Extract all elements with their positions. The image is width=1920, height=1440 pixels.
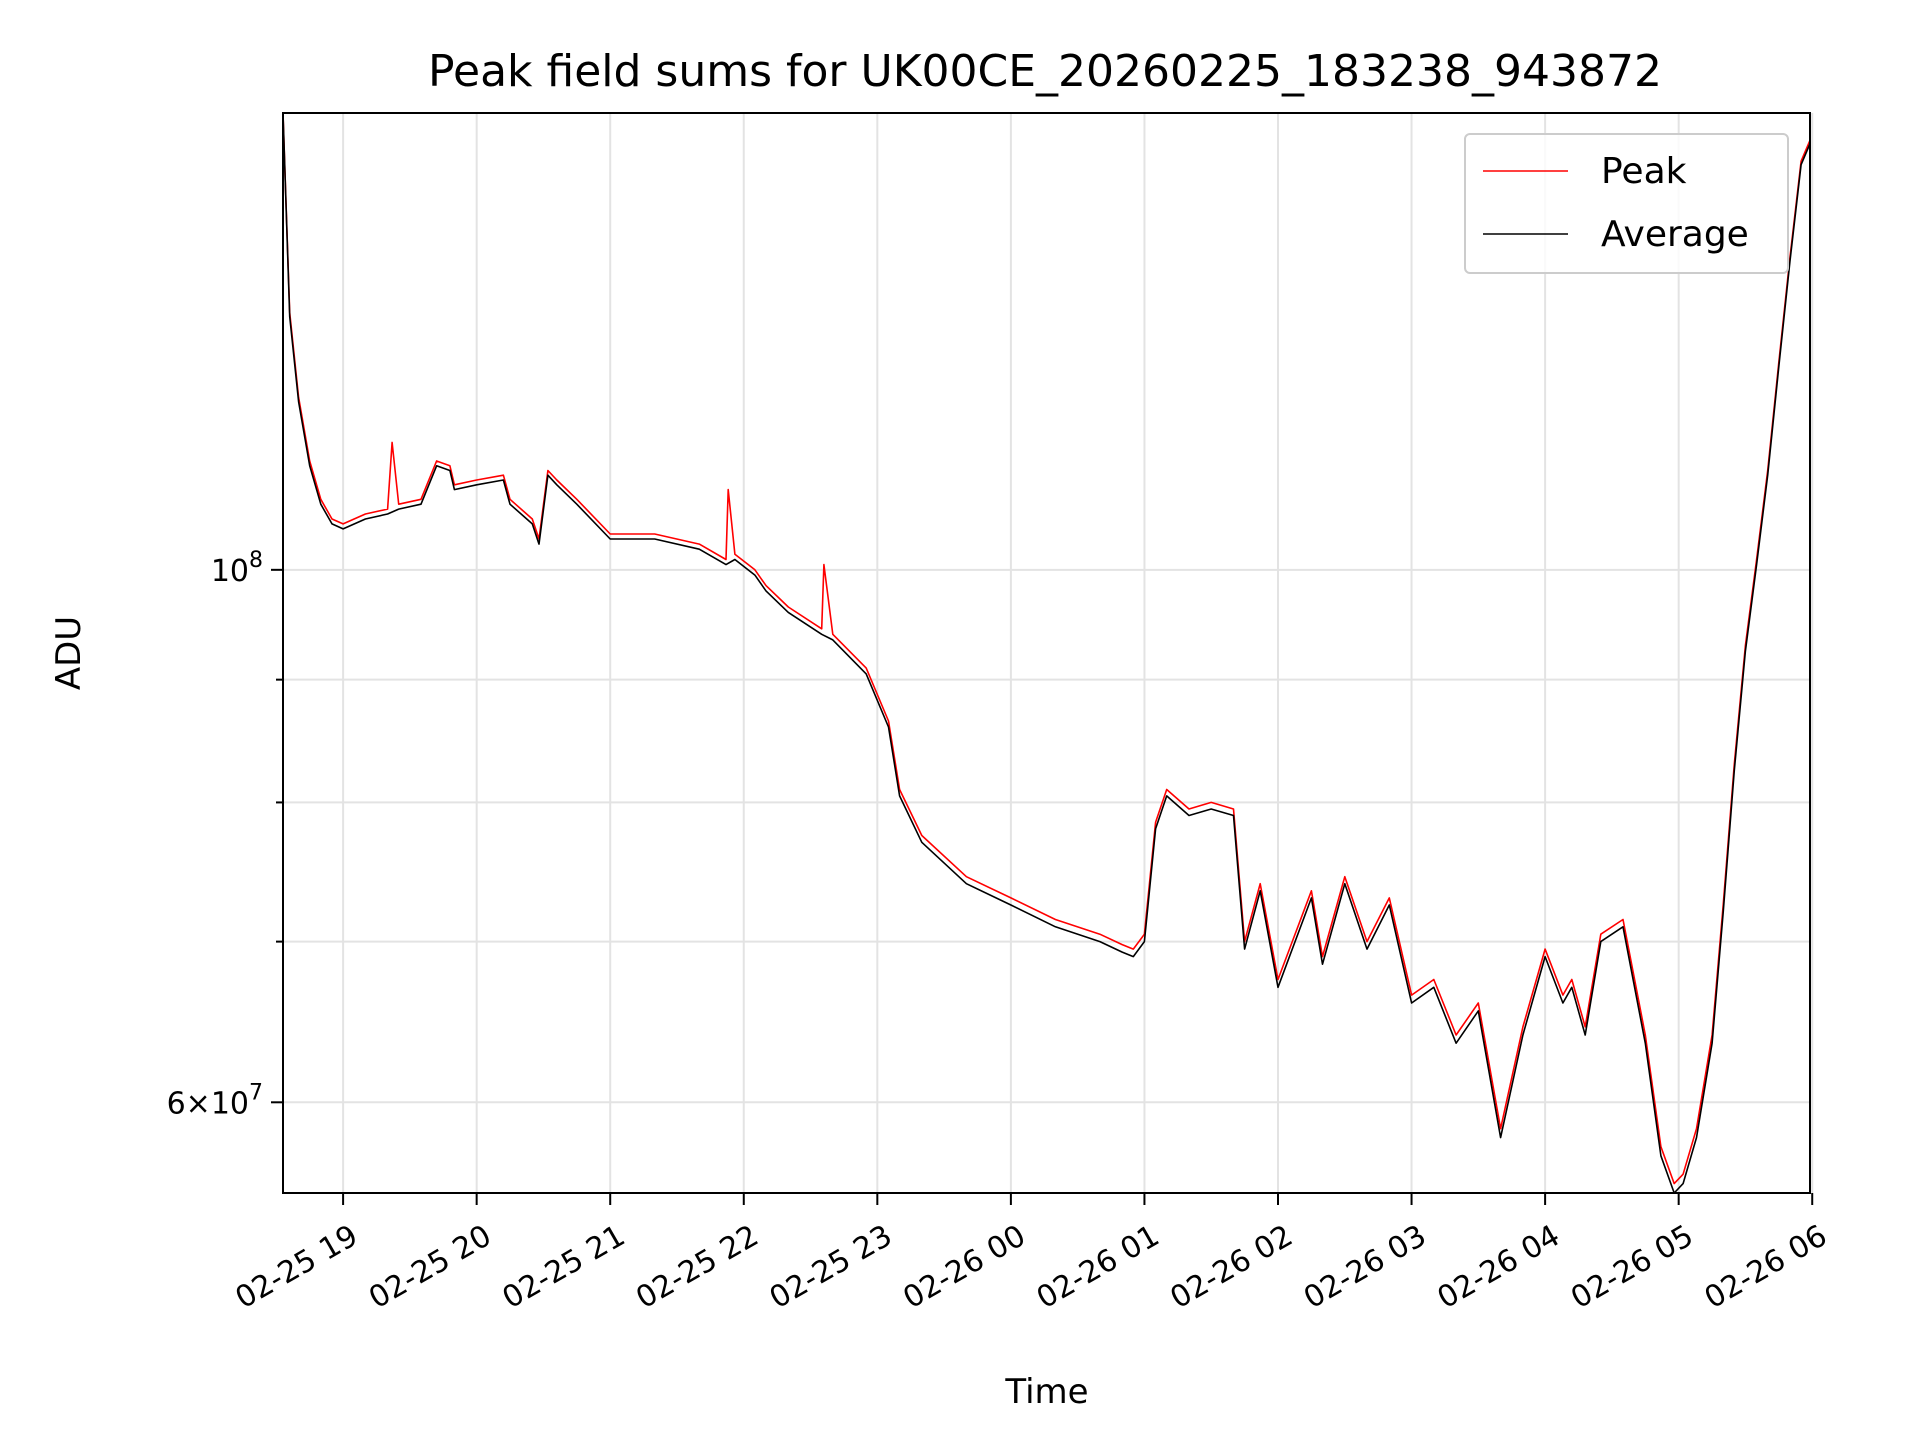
x-tick-label: 02-26 06 — [1699, 1218, 1833, 1316]
y-axis: 108 6×107 — [167, 548, 283, 1121]
legend-label-peak: Peak — [1601, 151, 1687, 192]
x-axis-label: Time — [1004, 1372, 1088, 1412]
x-tick-label: 02-25 22 — [630, 1218, 764, 1316]
series-line-average — [282, 112, 1811, 1194]
grid — [283, 113, 1814, 1193]
x-tick-label: 02-26 04 — [1432, 1218, 1566, 1316]
x-tick-label: 02-26 05 — [1565, 1218, 1699, 1316]
legend-box — [1464, 133, 1789, 274]
x-tick-label: 02-26 02 — [1164, 1218, 1298, 1316]
x-tick-label: 02-25 19 — [230, 1218, 364, 1316]
x-tick-label: 02-26 00 — [897, 1218, 1031, 1316]
plot-area — [282, 112, 1811, 1194]
y-axis-label: ADU — [49, 616, 89, 690]
axes-frame — [282, 112, 1811, 1194]
x-tick-label: 02-25 20 — [363, 1218, 497, 1316]
series-line-peak — [282, 112, 1811, 1185]
x-tick-label: 02-26 03 — [1298, 1218, 1432, 1316]
x-tick-label: 02-26 01 — [1031, 1218, 1165, 1316]
x-tick-label: 02-25 23 — [764, 1218, 898, 1316]
chart-title: Peak field sums for UK00CE_20260225_1832… — [428, 46, 1662, 97]
legend-label-average: Average — [1601, 214, 1749, 255]
y-tick-label: 6×107 — [167, 1080, 263, 1121]
x-axis: 02-25 19 02-25 20 02-25 21 02-25 22 02-25 23… — [230, 1193, 1833, 1316]
legend: Peak Average — [1464, 133, 1789, 274]
x-tick-label: 02-25 21 — [497, 1218, 631, 1316]
y-tick-label: 108 — [211, 548, 263, 589]
